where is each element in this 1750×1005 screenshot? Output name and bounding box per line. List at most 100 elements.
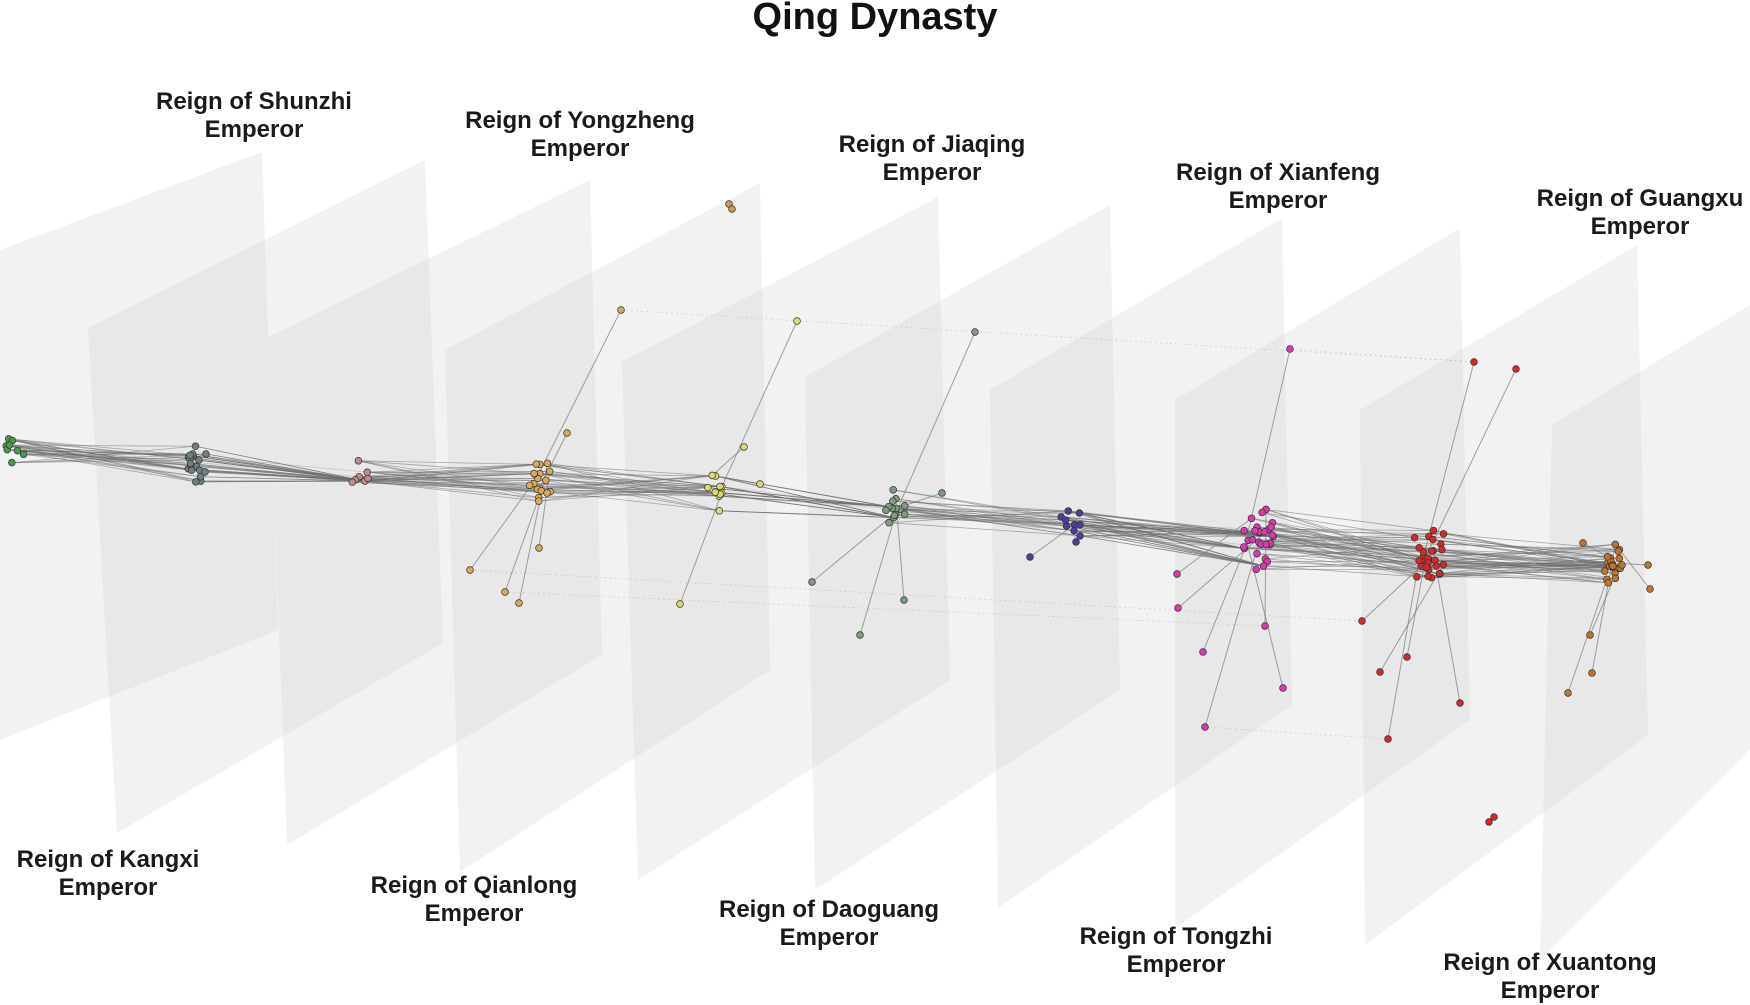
network-node <box>1611 540 1620 549</box>
reign-label-name: Reign of Jiaqing <box>838 131 1026 158</box>
outlier-edge <box>679 492 723 605</box>
outlier-edge <box>711 446 745 476</box>
spine-edge <box>1272 522 1444 566</box>
network-node <box>186 451 194 459</box>
layer-plane <box>1540 305 1750 960</box>
network-node <box>1429 526 1438 535</box>
network-node <box>1240 543 1248 551</box>
network-node <box>202 450 210 458</box>
outlier-edge <box>1243 530 1284 689</box>
reign-label-suffix: Emperor <box>1500 977 1600 1004</box>
spine-edge <box>707 487 889 507</box>
spine-edge <box>1261 512 1415 539</box>
reign-label-name: Reign of Qianlong <box>370 872 578 899</box>
network-node-outlier <box>971 328 979 336</box>
spine-edge <box>195 445 365 482</box>
network-node <box>885 518 893 527</box>
outlier-edge <box>1202 540 1249 653</box>
reign-label-suffix: Emperor <box>779 924 879 951</box>
network-node-outlier <box>793 317 801 325</box>
reign-label-suffix: Emperor <box>882 159 982 186</box>
network-node <box>1432 562 1440 570</box>
spine-edge <box>1436 561 1612 567</box>
reign-label-name: Reign of Xianfeng <box>1176 159 1380 186</box>
network-node-outlier <box>1279 684 1287 692</box>
reign-label-name: Reign of Xuantong <box>1443 949 1657 976</box>
reign-label-xuantong: Reign of Xuantong Emperor <box>1390 949 1710 1005</box>
outlier-edge <box>715 475 761 485</box>
spine-edge <box>358 460 540 489</box>
spine-edge <box>189 458 365 482</box>
spine-edge <box>358 460 539 502</box>
spine-edge <box>1256 526 1442 551</box>
network-node <box>1076 532 1084 540</box>
network-node <box>900 510 909 519</box>
spine-edge <box>1431 550 1616 574</box>
spine-edge <box>17 450 191 464</box>
spine-edge <box>1080 535 1245 549</box>
spine-edge <box>1080 535 1274 537</box>
spine-edge <box>720 493 894 518</box>
layer-plane <box>1175 228 1470 928</box>
spine-edge <box>6 445 201 482</box>
network-node-outlier <box>808 578 816 586</box>
network-node <box>1603 553 1612 561</box>
network-node <box>1435 569 1444 578</box>
outlier-edge <box>1423 361 1475 557</box>
network-node-isolated <box>1490 813 1498 821</box>
network-node <box>889 486 897 494</box>
network-node <box>364 474 372 483</box>
network-node <box>1240 526 1248 535</box>
reign-label-suffix: Emperor <box>58 874 158 901</box>
outlier-edge <box>538 471 551 549</box>
network-node <box>1247 514 1256 523</box>
network-node <box>186 459 195 468</box>
spine-edge <box>1433 530 1612 566</box>
network-node <box>1429 535 1437 544</box>
outlier-edge <box>1029 524 1075 558</box>
spine-edge <box>1426 562 1608 565</box>
spine-edge <box>1079 512 1274 537</box>
outlier-edge <box>504 497 540 593</box>
network-node <box>1609 562 1617 570</box>
spine-edge <box>719 510 894 518</box>
network-node <box>1614 547 1623 555</box>
outlier-edge <box>533 309 622 484</box>
reign-label-daoguang: Reign of Daoguang Emperor <box>669 896 989 952</box>
spine-edge <box>23 453 191 466</box>
reign-label-qianlong: Reign of Qianlong Emperor <box>314 872 634 928</box>
network-node <box>1618 561 1626 569</box>
network-node-outlier <box>1579 539 1587 547</box>
network-node-outlier <box>1512 365 1520 373</box>
projection-edge <box>1204 726 1389 740</box>
network-node-outlier <box>1588 669 1596 677</box>
layer-plane <box>990 218 1292 908</box>
network-node <box>535 497 543 505</box>
projection-edge <box>502 591 1266 627</box>
spine-edge <box>17 450 201 478</box>
spine-edge <box>355 479 530 486</box>
network-node <box>1424 572 1432 581</box>
reign-label-name: Reign of Yongzheng <box>465 107 695 134</box>
network-node <box>8 458 16 467</box>
spine-edge <box>11 459 199 464</box>
spine-edge <box>536 463 721 495</box>
network-node <box>545 467 554 476</box>
network-node <box>363 468 371 477</box>
network-node-outlier <box>1644 561 1652 569</box>
network-node <box>889 497 897 505</box>
spine-edge <box>1270 543 1432 579</box>
network-node <box>354 457 363 465</box>
spine-edge <box>547 492 720 497</box>
network-node-outlier <box>1456 699 1464 707</box>
spine-edge <box>904 513 1075 526</box>
reign-label-tongzhi: Reign of Tongzhi Emperor <box>1016 923 1336 979</box>
long-edge <box>364 480 722 494</box>
spine-edge <box>7 449 194 457</box>
spine-edge <box>359 470 550 478</box>
outlier-edge <box>1204 542 1260 728</box>
network-node-outlier <box>1072 538 1080 546</box>
projection-edge <box>1289 348 1475 363</box>
network-node <box>530 469 538 478</box>
network-node <box>195 456 203 464</box>
